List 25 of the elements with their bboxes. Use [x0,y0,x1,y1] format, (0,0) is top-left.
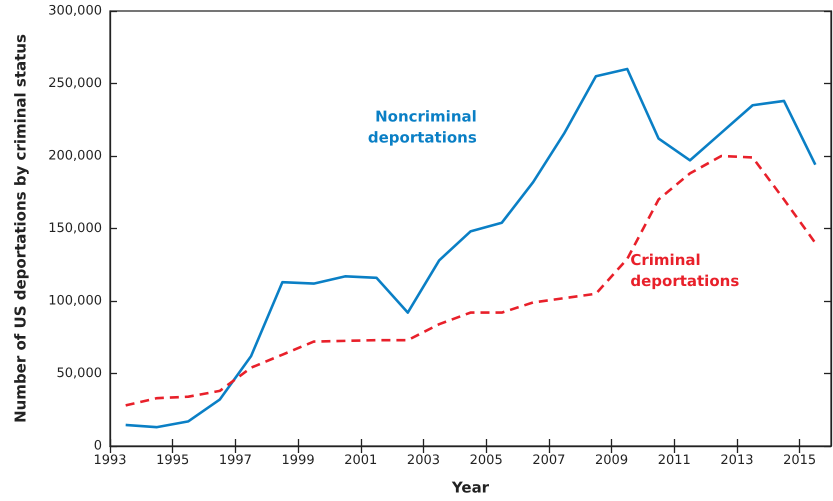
x-tick-label: 1993 [93,453,127,468]
y-tick-label: 150,000 [48,221,102,236]
line-series [124,68,817,428]
y-tick-label: 0 [94,438,102,454]
x-tick-label: 1999 [282,453,315,468]
x-tick-label: 2007 [532,453,566,468]
x-tick-label: 1995 [156,453,190,468]
x-tick-label: 2011 [658,453,691,468]
y-tick-label: 300,000 [48,4,102,18]
x-tick-label: 2013 [720,453,754,468]
x-tick-label: 2009 [595,453,628,468]
y-tick-label: 200,000 [48,148,102,164]
y-axis-title: Number of US deportations by criminal status [12,34,30,423]
line-series [124,154,817,407]
x-tick-label: 2015 [783,453,816,468]
y-tick-label: 100,000 [48,294,102,308]
text: Noncriminal deportations [368,108,477,146]
x-tick-label: 2001 [344,453,378,468]
y-tick-label: 250,000 [48,76,102,91]
x-tick-label: 1997 [218,453,252,468]
x-tick-label: 2005 [470,453,503,468]
series-label: Criminal deportations [630,251,740,290]
x-axis-title: Year [450,478,490,496]
y-tick-label: 50,000 [56,366,102,381]
x-tick-label: 2003 [406,453,440,468]
